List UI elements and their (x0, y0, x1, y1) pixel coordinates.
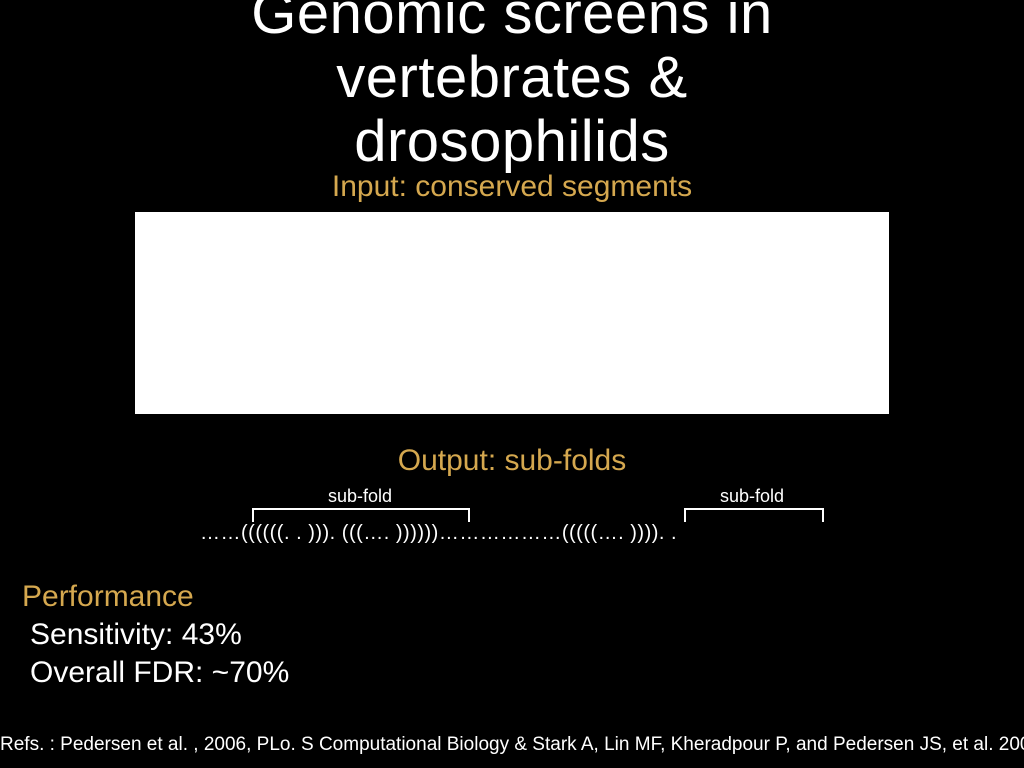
subfold-bracket-1 (252, 508, 470, 522)
subfold-label-2: sub-fold (720, 486, 784, 507)
title-line-3: drosophilids (354, 109, 670, 174)
fdr-line: Overall FDR: ~70% (30, 656, 289, 690)
title-line-1: Genomic screens in (251, 0, 773, 46)
output-section-label: Output: sub-folds (0, 444, 1024, 478)
dot-bracket-notation: ……((((((. . ))). (((…. ))))))………………(((((… (200, 522, 677, 545)
subfold-label-1: sub-fold (328, 486, 392, 507)
sensitivity-line: Sensitivity: 43% (30, 618, 242, 652)
references-line: Refs. : Pedersen et al. , 2006, PLo. S C… (0, 734, 1024, 756)
slide-title: Genomic screens in vertebrates & drosoph… (0, 0, 1024, 173)
subfold-bracket-2 (684, 508, 824, 522)
title-line-2: vertebrates & (336, 45, 687, 110)
input-section-label: Input: conserved segments (0, 170, 1024, 204)
performance-header: Performance (22, 580, 194, 614)
input-placeholder-box (135, 212, 889, 414)
